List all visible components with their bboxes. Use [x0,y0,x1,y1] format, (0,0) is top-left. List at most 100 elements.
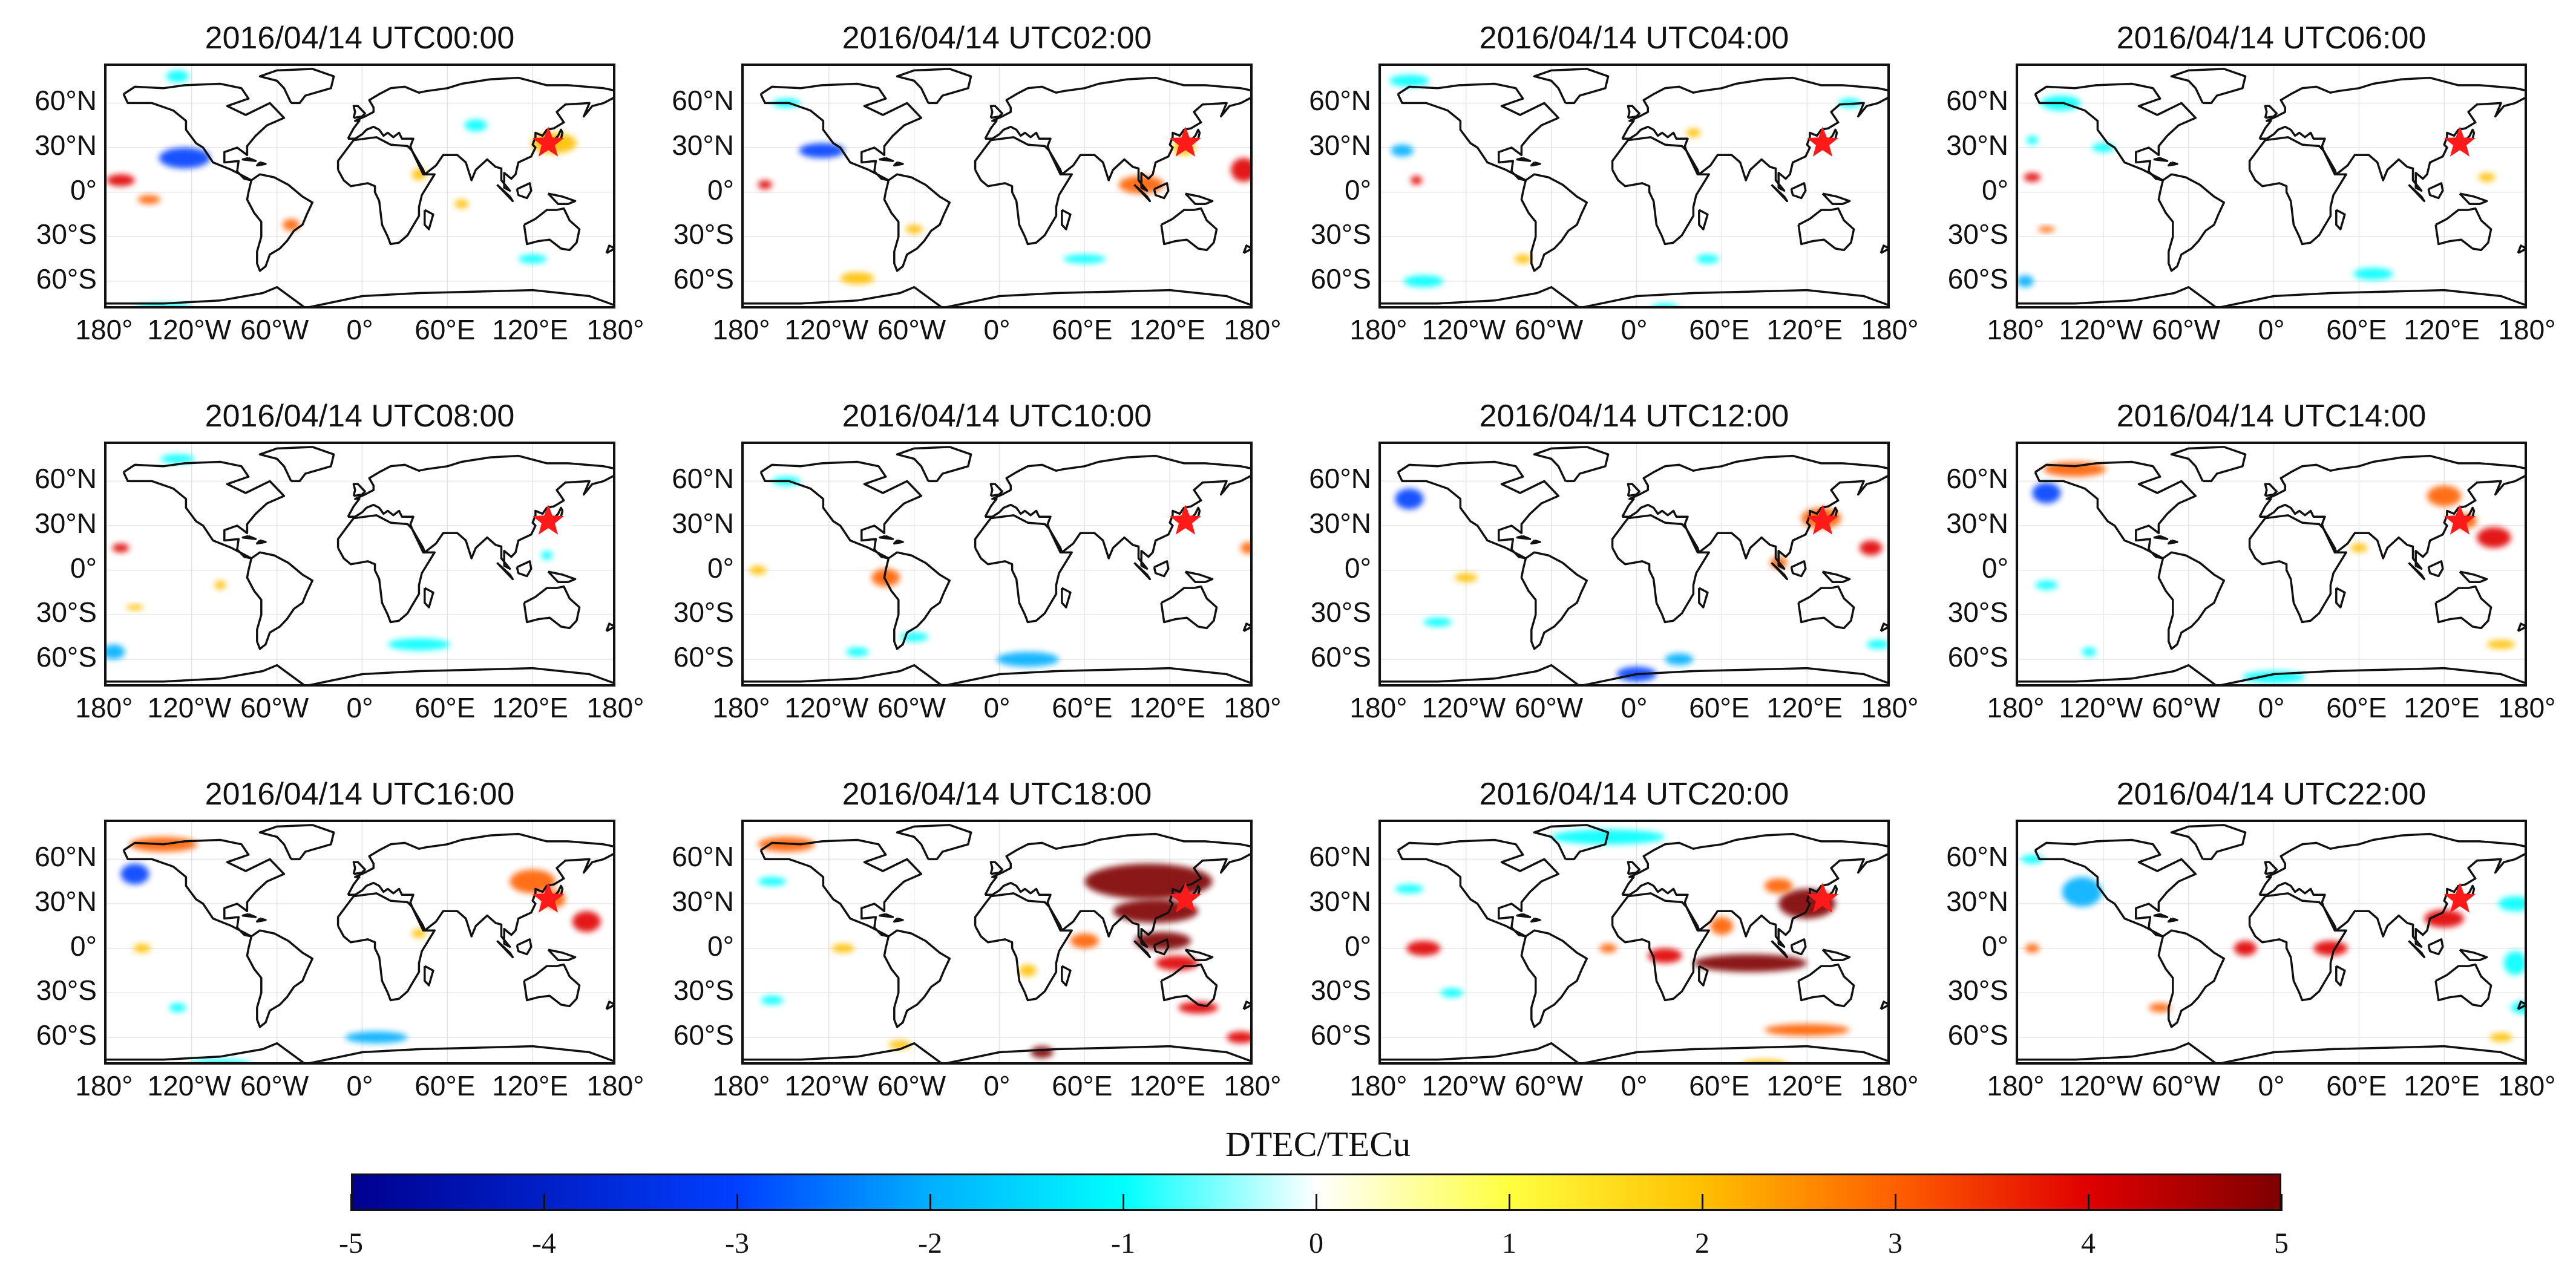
coastline [2335,587,2346,609]
epicenter-star-icon [2443,883,2476,913]
y-tick-label: 0° [1345,174,1371,206]
coastline [2408,562,2426,581]
coastline [496,562,514,581]
x-tick-label: 0° [2258,1070,2285,1102]
epicenter-star-icon [1806,883,1839,913]
colorbar-tick [1508,1194,1510,1211]
negative-anomaly [1391,145,1414,157]
colorbar-tick [1894,1194,1896,1211]
panel-title: 2016/04/14 UTC14:00 [2116,399,2427,434]
coastline [1533,68,1610,105]
coastline [893,539,904,545]
negative-anomaly [464,119,488,131]
colorbar-tick [1701,1194,1703,1211]
coastline [879,913,894,918]
x-tick-label: 180° [712,1070,770,1102]
coastline [2248,892,2347,1002]
positive-anomaly [831,944,855,953]
coastline [1160,207,1218,252]
positive-anomaly [112,543,129,553]
coastline [1533,824,1610,861]
coastline [256,539,267,545]
y-tick-label: 0° [1982,552,2008,584]
y-tick-label: 30°N [34,129,97,161]
y-tick-label: 60°N [1946,841,2008,873]
positive-anomaly [1031,1046,1054,1059]
map-panel [1378,820,1890,1065]
map-plot [1381,66,1887,306]
y-tick-label: 30°N [1946,886,2008,917]
colorbar-tick-label: 3 [1888,1227,1903,1259]
positive-anomaly [758,180,772,189]
x-tick-label: 60°E [1689,692,1750,723]
positive-anomaly [749,566,767,575]
coastline [1698,587,1709,609]
coastline [605,244,613,254]
y-tick-label: 60°S [1310,1019,1371,1051]
coastline [605,622,613,632]
coastline [241,157,257,162]
coastline [516,182,533,200]
negative-anomaly [160,454,195,463]
x-tick-label: 180° [2498,314,2556,345]
positive-anomaly [2478,172,2496,182]
negative-anomaly [996,651,1060,667]
coastline [1790,560,1807,578]
coastline [122,460,286,560]
negative-anomaly [166,70,189,82]
y-tick-label: 30°N [672,508,734,539]
positive-anomaly [1411,175,1423,185]
negative-anomaly [2092,143,2115,152]
map-plot [107,66,613,306]
y-tick-label: 60°S [36,1019,97,1051]
x-tick-label: 60°E [2326,314,2387,345]
x-tick-label: 120°W [2059,1070,2143,1102]
coastline [1520,929,1588,1028]
y-tick-label: 0° [1982,174,2008,206]
positive-anomaly [1743,1059,1785,1062]
negative-anomaly [1665,653,1694,665]
positive-anomaly [107,174,135,186]
coastline [1516,913,1532,918]
coastline [2517,622,2525,632]
colorbar-tick-label: -5 [339,1227,363,1259]
coastline [2264,105,2278,119]
positive-anomaly [1227,1031,1250,1043]
coastline [1621,454,1887,570]
negative-anomaly [1652,303,1678,306]
coastline [107,664,613,684]
y-tick-label: 60°S [673,263,734,295]
positive-anomaly [1514,254,1532,264]
y-tick-label: 30°N [1309,508,1371,539]
y-tick-label: 0° [1982,930,2008,962]
coastline [1771,940,1789,959]
x-tick-label: 0° [2258,314,2285,345]
coastline [1821,570,1851,584]
panel-title: 2016/04/14 UTC10:00 [842,399,1152,434]
colorbar-tick-label: 4 [2081,1227,2096,1259]
coastline [352,483,366,497]
coastline [1242,244,1250,254]
x-tick-label: 0° [346,1070,373,1102]
y-tick-label: 30°S [36,218,97,250]
coastline [2408,940,2426,959]
positive-anomaly [1686,128,1701,137]
coastline [2335,209,2346,230]
panel-title: 2016/04/14 UTC18:00 [842,777,1152,812]
negative-anomaly [1440,988,1464,997]
x-tick-label: 120°W [1421,692,1506,723]
coastline [2157,929,2226,1028]
positive-anomaly [1764,1023,1850,1036]
colorbar-tick [2280,1194,2283,1211]
y-tick-label: 60°N [34,463,97,495]
negative-anomaly [2062,876,2102,907]
coastline [336,892,436,1002]
x-tick-label: 0° [2258,692,2285,723]
negative-anomaly [1395,488,1424,509]
coastline [1880,622,1887,632]
coastline [246,929,314,1028]
x-tick-label: 120°W [784,314,869,345]
map-plot [107,822,613,1062]
coastline [2264,861,2278,875]
coastline [1621,76,1887,192]
